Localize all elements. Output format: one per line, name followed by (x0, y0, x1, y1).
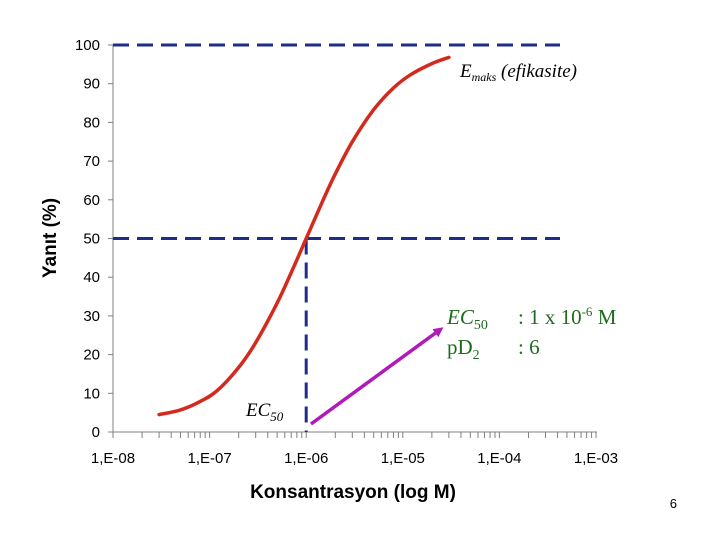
ec50-info-sub: 50 (474, 318, 488, 333)
x-tick-label: 1,E-03 (574, 450, 618, 467)
y-tick-label: 50 (83, 231, 100, 248)
emax-annotation: Emaks (efikasite) (459, 61, 577, 84)
ec50-marker-label: EC50 (245, 400, 284, 424)
ec50-value-text: : 1 x 10 (518, 305, 582, 329)
ec50-marker-main: EC (245, 400, 271, 421)
ec50-value-exp: -6 (582, 304, 593, 319)
page-number: 6 (669, 496, 677, 511)
emax-sub: maks (472, 70, 497, 84)
pd2-sub: 2 (473, 348, 480, 363)
ec50-info-value: : 1 x 10-6 M (518, 304, 617, 329)
x-ticks (112, 432, 597, 438)
y-tick-label: 80 (83, 114, 100, 131)
x-axis-title: Konsantrasyon (log M) (250, 482, 456, 503)
y-tick-label: 100 (75, 37, 100, 54)
y-tick-label: 30 (83, 308, 100, 325)
y-tick-labels: 0 10 20 30 40 50 60 70 80 90 100 (75, 37, 100, 441)
y-tick-label: 20 (83, 347, 100, 364)
x-tick-labels: 1,E-08 1,E-07 1,E-06 1,E-05 1,E-04 1,E-03 (91, 450, 618, 467)
ec50-arrow (309, 327, 444, 426)
ec50-value-unit: M (592, 305, 616, 329)
emax-main: E (459, 61, 472, 82)
x-tick-label: 1,E-06 (284, 450, 328, 467)
ec50-info-label: EC50 (446, 305, 488, 333)
x-tick-label: 1,E-08 (91, 450, 135, 467)
y-axis-title: Yanıt (%) (40, 198, 61, 278)
response-curve-line (157, 55, 451, 417)
ec50-info-ec: EC (446, 305, 475, 329)
pd2-info-label: pD2 (447, 335, 480, 363)
y-tick-label: 70 (83, 153, 100, 170)
pd2-text: pD (447, 335, 473, 359)
pd2-info-value: : 6 (518, 335, 540, 359)
y-tick-label: 40 (83, 269, 100, 286)
ec50-marker-sub: 50 (270, 409, 284, 424)
x-tick-label: 1,E-04 (477, 450, 521, 467)
y-ticks (108, 44, 113, 433)
reference-lines (113, 43, 560, 432)
x-tick-label: 1,E-07 (187, 450, 231, 467)
y-tick-label: 90 (83, 76, 100, 93)
y-tick-label: 0 (92, 424, 100, 441)
y-tick-label: 10 (83, 385, 100, 402)
y-tick-label: 60 (83, 192, 100, 209)
x-tick-label: 1,E-05 (381, 450, 425, 467)
emax-rest: (efikasite) (496, 61, 577, 82)
